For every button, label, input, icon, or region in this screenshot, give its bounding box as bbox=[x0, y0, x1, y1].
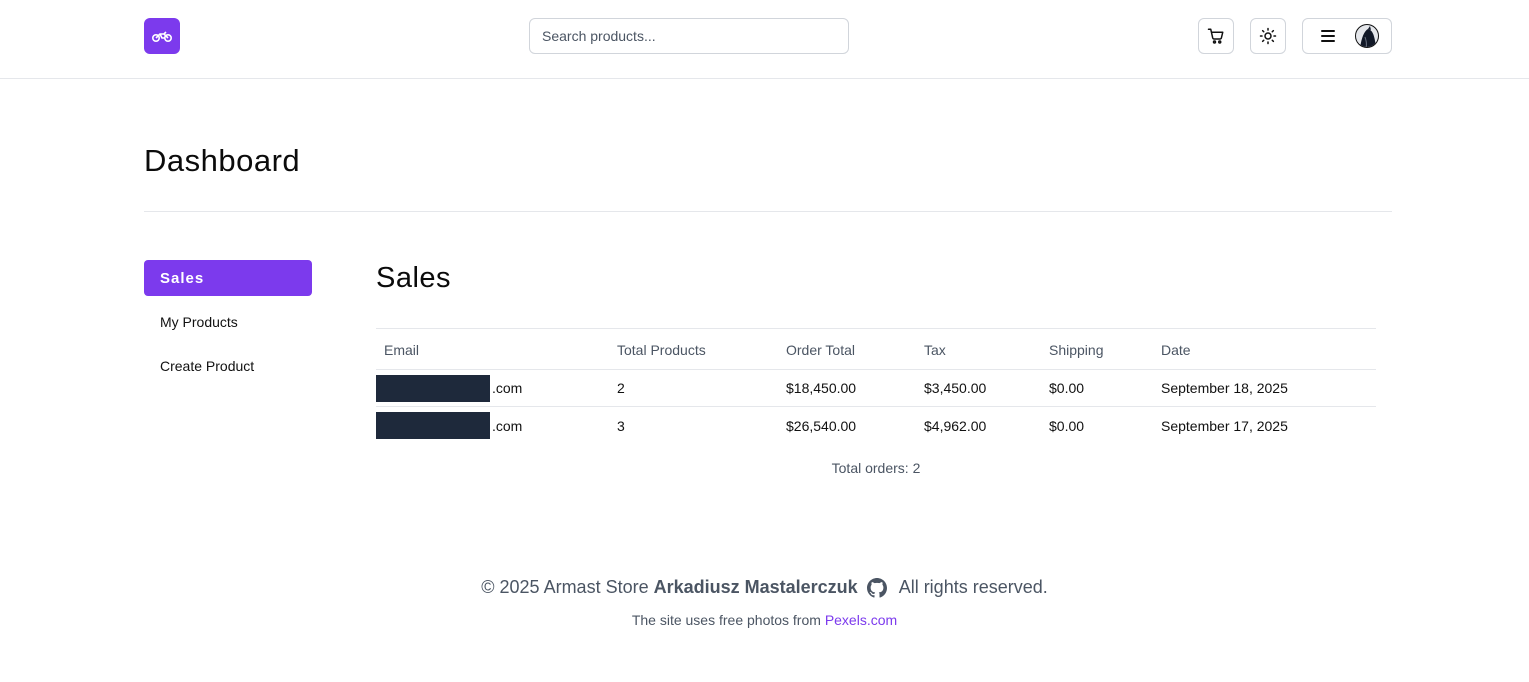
section-title: Sales bbox=[376, 262, 452, 294]
sidebar-item-my-products[interactable]: My Products bbox=[144, 304, 312, 340]
cart-icon bbox=[1207, 28, 1224, 44]
footer-copyright: © 2025 Armast Store Arkadiusz Mastalercz… bbox=[0, 577, 1529, 598]
column-header-tax: Tax bbox=[924, 341, 946, 358]
email-suffix: .com bbox=[492, 417, 523, 434]
shipping-cell: $0.00 bbox=[1049, 417, 1085, 434]
date-cell: September 17, 2025 bbox=[1161, 417, 1288, 434]
column-header-shipping: Shipping bbox=[1049, 341, 1104, 358]
user-menu-button[interactable] bbox=[1302, 18, 1392, 54]
column-header-order-total: Order Total bbox=[786, 341, 855, 358]
sidebar-item-sales[interactable]: Sales bbox=[144, 260, 312, 296]
total-orders-count: Total orders: 2 bbox=[831, 460, 921, 476]
hamburger-icon bbox=[1321, 30, 1335, 42]
sidebar-item-create-product[interactable]: Create Product bbox=[144, 348, 312, 384]
logo-button[interactable] bbox=[144, 18, 180, 54]
github-link[interactable] bbox=[866, 577, 887, 598]
tax-cell: $4,962.00 bbox=[924, 417, 987, 434]
sidebar-item-label: Sales bbox=[160, 269, 205, 287]
table-row: .com 3 $26,540.00 $4,962.00 $0.00 Septem… bbox=[376, 407, 1376, 444]
avatar bbox=[1355, 24, 1379, 48]
date-cell: September 18, 2025 bbox=[1161, 380, 1288, 396]
pexels-link[interactable]: Pexels.com bbox=[824, 612, 898, 628]
cart-button[interactable] bbox=[1198, 18, 1234, 54]
shipping-cell: $0.00 bbox=[1049, 380, 1085, 396]
tax-cell: $3,450.00 bbox=[924, 380, 987, 396]
redacted-email bbox=[376, 374, 490, 402]
total-products-cell: 2 bbox=[617, 380, 625, 396]
motorcycle-icon bbox=[152, 31, 172, 42]
search-input[interactable] bbox=[529, 18, 849, 54]
table-header-row: Email Total Products Order Total Tax Shi… bbox=[376, 329, 1376, 370]
theme-toggle-button[interactable] bbox=[1250, 18, 1286, 54]
email-suffix: .com bbox=[492, 380, 523, 396]
sun-icon bbox=[1259, 27, 1277, 45]
author-name: Arkadiusz Mastalerczuk bbox=[653, 577, 858, 597]
github-icon bbox=[866, 577, 887, 598]
column-header-total-products: Total Products bbox=[617, 341, 706, 358]
table-row: .com 2 $18,450.00 $3,450.00 $0.00 Septem… bbox=[376, 370, 1376, 407]
sidebar-item-label: Create Product bbox=[160, 358, 255, 374]
column-header-email: Email bbox=[384, 341, 420, 358]
order-total-cell: $18,450.00 bbox=[786, 380, 857, 396]
photos-credit-text: The site uses free photos from bbox=[631, 612, 821, 628]
email-cell: .com bbox=[376, 407, 522, 444]
column-header-date: Date bbox=[1161, 341, 1191, 358]
page-title: Dashboard bbox=[144, 143, 301, 178]
copyright-text: © 2025 Armast Store bbox=[481, 577, 649, 597]
footer-photos-credit: The site uses free photos from Pexels.co… bbox=[0, 612, 1529, 628]
top-navbar bbox=[0, 0, 1529, 79]
email-cell: .com bbox=[376, 370, 522, 406]
sidebar-item-label: My Products bbox=[160, 314, 238, 330]
rights-text: All rights reserved. bbox=[898, 577, 1048, 597]
title-divider bbox=[144, 211, 1392, 212]
order-total-cell: $26,540.00 bbox=[786, 417, 857, 434]
redacted-email bbox=[376, 412, 490, 439]
total-products-cell: 3 bbox=[617, 417, 625, 434]
sales-table: Email Total Products Order Total Tax Shi… bbox=[376, 328, 1376, 444]
